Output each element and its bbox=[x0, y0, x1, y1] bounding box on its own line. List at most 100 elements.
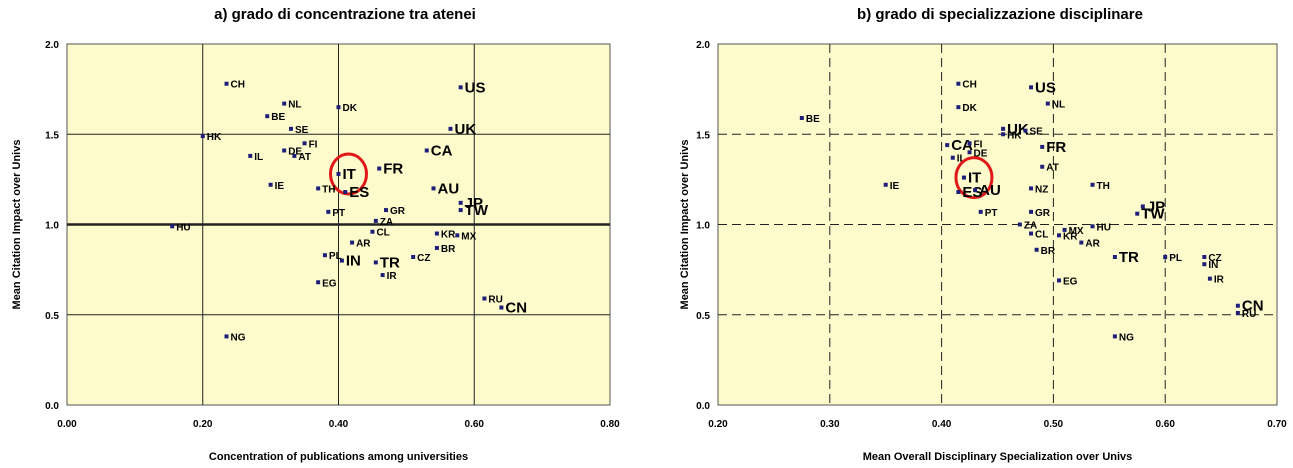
chart-b-x-tick-label: 0.40 bbox=[932, 419, 952, 430]
chart-b-y-axis-label: Mean Citation Impact over Univs bbox=[679, 140, 691, 310]
chart-b-point-label-mx: MX bbox=[1069, 226, 1084, 237]
chart-b-point-label-ir: IR bbox=[1214, 275, 1225, 286]
chart-a-point-cl bbox=[370, 229, 375, 234]
chart-b-point-label-it: IT bbox=[968, 170, 981, 187]
chart-b-point-label-at: AT bbox=[1046, 163, 1059, 174]
chart-b-point-label-dk: DK bbox=[962, 103, 977, 114]
chart-b-title: b) grado di specializzazione disciplinar… bbox=[857, 6, 1143, 23]
chart-b-highlight-circle bbox=[954, 156, 994, 200]
chart-b-point-label-es: ES bbox=[962, 184, 982, 201]
chart-a-point-ie bbox=[268, 182, 273, 187]
chart-b-point-cz bbox=[1202, 254, 1207, 259]
chart-b-point-uk bbox=[1001, 126, 1006, 131]
chart-a-point-ca bbox=[424, 148, 429, 153]
chart-b-point-ng bbox=[1112, 334, 1117, 339]
chart-a-point-label-za: ZA bbox=[380, 217, 393, 228]
chart-b-point-label-nz: NZ bbox=[1035, 184, 1048, 195]
chart-a-point-il bbox=[248, 153, 253, 158]
chart-b-point-mx bbox=[1062, 227, 1067, 232]
chart-a-point-at bbox=[292, 153, 297, 158]
chart-a-point-label-th: TH bbox=[322, 184, 335, 195]
chart-b-point-label-se: SE bbox=[1029, 127, 1043, 138]
chart-a-y-tick-label: 0.5 bbox=[45, 311, 59, 322]
chart-b-point-gr bbox=[1029, 209, 1034, 214]
chart-a-point-label-cl: CL bbox=[376, 228, 389, 239]
chart-a-point-label-fi: FI bbox=[309, 139, 318, 150]
chart-b-point-label-ar: AR bbox=[1085, 239, 1100, 250]
chart-b-point-il bbox=[950, 155, 955, 160]
chart-a-point-label-pl: PL bbox=[329, 251, 342, 262]
chart-a-point-pl bbox=[322, 253, 327, 258]
chart-a-point-label-mx: MX bbox=[461, 231, 476, 242]
chart-b-point-label-cl: CL bbox=[1035, 230, 1048, 241]
chart-a-point-de bbox=[282, 148, 287, 153]
chart-b-y-tick-label: 1.5 bbox=[696, 130, 710, 141]
chart-a-point-ru bbox=[482, 296, 487, 301]
chart-b-point-nz bbox=[1029, 186, 1034, 191]
chart-b-point-label-il: IL bbox=[957, 154, 966, 165]
chart-b-point-label-de: DE bbox=[974, 148, 988, 159]
chart-a-point-label-uk: UK bbox=[454, 121, 476, 138]
chart-a-point-gr bbox=[384, 208, 389, 213]
chart-b-point-br bbox=[1034, 247, 1039, 252]
chart-a-point-label-pt: PT bbox=[332, 208, 345, 219]
chart-a-y-tick-label: 1.5 bbox=[45, 130, 59, 141]
chart-b-point-label-za: ZA bbox=[1024, 221, 1037, 232]
chart-a-point-label-tr: TR bbox=[380, 254, 400, 271]
chart-b-y-tick-label: 0.5 bbox=[696, 311, 710, 322]
chart-a-point-label-eg: EG bbox=[322, 278, 337, 289]
chart-b-point-nl bbox=[1045, 101, 1050, 106]
chart-a-point-tw bbox=[458, 208, 463, 213]
chart-b-x-tick-label: 0.70 bbox=[1267, 419, 1287, 430]
chart-b-point-label-kr: KR bbox=[1063, 231, 1078, 242]
chart-a-point-cz bbox=[411, 254, 416, 259]
chart-a-point-uk bbox=[448, 126, 453, 131]
chart-a-point-label-be: BE bbox=[271, 112, 285, 123]
chart-b-point-it bbox=[961, 175, 966, 180]
chart-a-point-es bbox=[343, 190, 348, 195]
chart-a-point-label-kr: KR bbox=[441, 230, 456, 241]
chart-a-point-label-il: IL bbox=[254, 152, 263, 163]
chart-a-x-tick-label: 0.00 bbox=[57, 419, 77, 430]
chart-b-point-label-ru: RU bbox=[1242, 309, 1256, 320]
chart-b-point-label-uk: UK bbox=[1007, 121, 1029, 138]
chart-a-point-eg bbox=[316, 280, 321, 285]
chart-a-point-label-dk: DK bbox=[343, 103, 358, 114]
chart-a-point-label-es: ES bbox=[349, 184, 369, 201]
chart-b-point-in bbox=[1202, 262, 1207, 267]
chart-a-point-br bbox=[434, 245, 439, 250]
chart-b-point-label-hk: HK bbox=[1007, 130, 1022, 141]
chart-b-point-hu bbox=[1090, 224, 1095, 229]
chart-a-point-us bbox=[458, 85, 463, 90]
chart-b-point-label-hu: HU bbox=[1097, 222, 1111, 233]
chart-b-point-label-jp: JP bbox=[1147, 198, 1165, 215]
chart-a-x-axis-label: Concentration of publications among univ… bbox=[209, 451, 468, 463]
chart-b-point-eg bbox=[1056, 278, 1061, 283]
chart-a-point-se bbox=[288, 126, 293, 131]
chart-b-y-tick-label: 0.0 bbox=[696, 401, 710, 412]
chart-b-point-label-br: BR bbox=[1041, 246, 1056, 257]
chart-b-point-fr bbox=[1040, 144, 1045, 149]
chart-b-x-axis-label: Mean Overall Disciplinary Specialization… bbox=[863, 451, 1133, 463]
chart-a-point-label-at: AT bbox=[298, 152, 311, 163]
chart-a-point-label-au: AU bbox=[438, 180, 460, 197]
chart-b-point-ar bbox=[1079, 240, 1084, 245]
chart-b-point-label-nl: NL bbox=[1052, 100, 1065, 111]
chart-a-x-tick-label: 0.60 bbox=[465, 419, 485, 430]
chart-b-point-label-be: BE bbox=[806, 114, 820, 125]
chart-a-point-label-ch: CH bbox=[231, 80, 245, 91]
chart-a-point-label-se: SE bbox=[295, 125, 309, 136]
chart-a-point-label-cn: CN bbox=[505, 300, 527, 317]
chart-b-point-ir bbox=[1207, 276, 1212, 281]
chart-a-point-ar bbox=[350, 240, 355, 245]
chart-b-point-label-cn: CN bbox=[1242, 298, 1264, 315]
chart-a-point-hk bbox=[200, 134, 205, 139]
chart-b-y-tick-label: 1.0 bbox=[696, 221, 710, 232]
chart-b-point-ca bbox=[945, 143, 950, 148]
chart-a-point-au bbox=[431, 186, 436, 191]
chart-a-point-label-hk: HK bbox=[207, 132, 222, 143]
chart-b-x-tick-label: 0.30 bbox=[820, 419, 840, 430]
chart-a-point-label-ca: CA bbox=[431, 142, 453, 159]
chart-a-point-label-ru: RU bbox=[488, 295, 502, 306]
